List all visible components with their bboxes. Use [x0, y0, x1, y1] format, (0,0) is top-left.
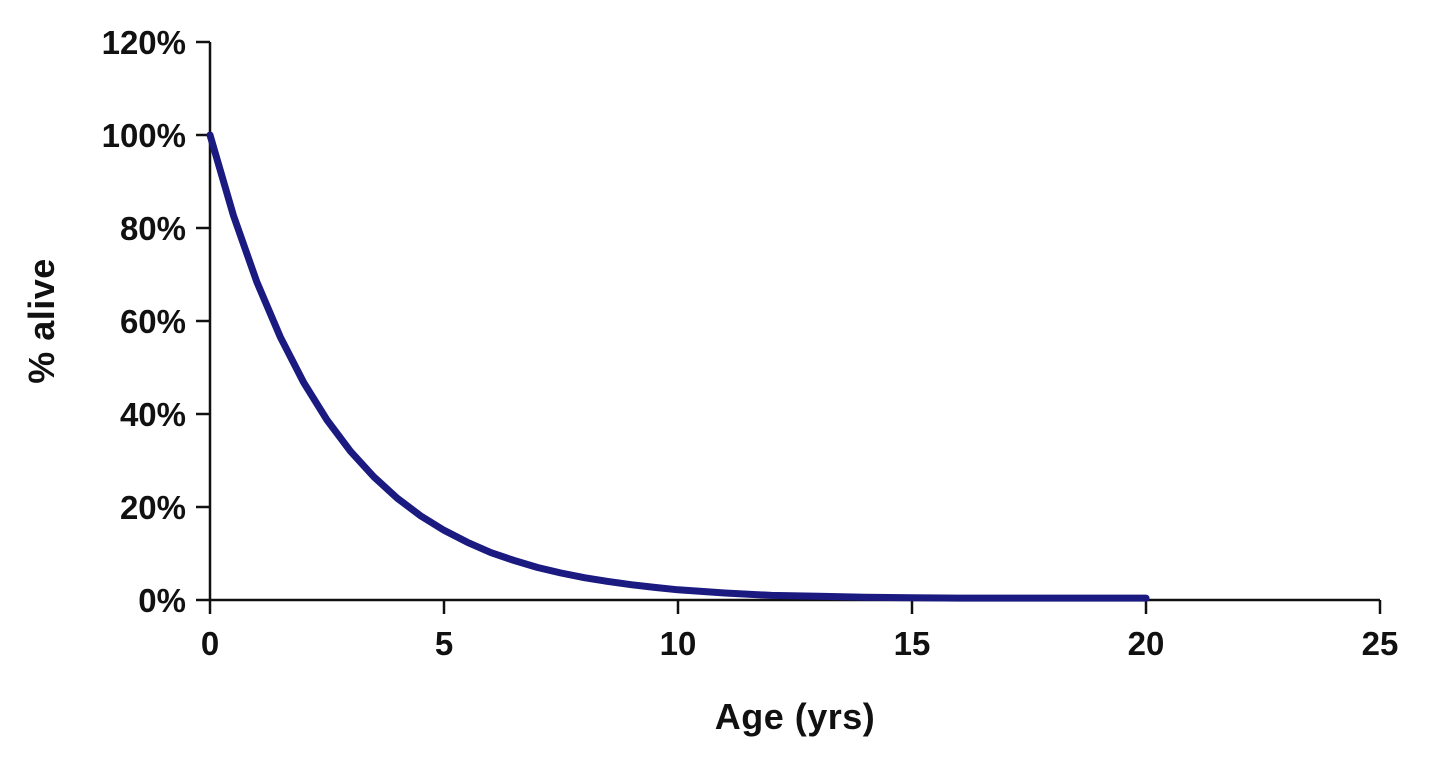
x-tick-label: 15: [894, 625, 931, 662]
y-tick-label: 60%: [120, 303, 186, 340]
survival-curve: [206, 131, 1150, 602]
x-tick-label: 25: [1362, 625, 1399, 662]
y-tick-label: 120%: [102, 24, 186, 61]
x-tick-label: 5: [435, 625, 453, 662]
y-tick-label: 40%: [120, 396, 186, 433]
y-tick-label: 0%: [138, 582, 186, 619]
y-tick-label: 100%: [102, 117, 186, 154]
x-tick-label: 10: [660, 625, 697, 662]
y-tick-label: 80%: [120, 210, 186, 247]
y-axis-title: % alive: [21, 258, 62, 384]
x-tick-label: 0: [201, 625, 219, 662]
y-tick-label: 20%: [120, 489, 186, 526]
x-tick-label: 20: [1128, 625, 1165, 662]
x-axis-title: Age (yrs): [714, 696, 876, 737]
